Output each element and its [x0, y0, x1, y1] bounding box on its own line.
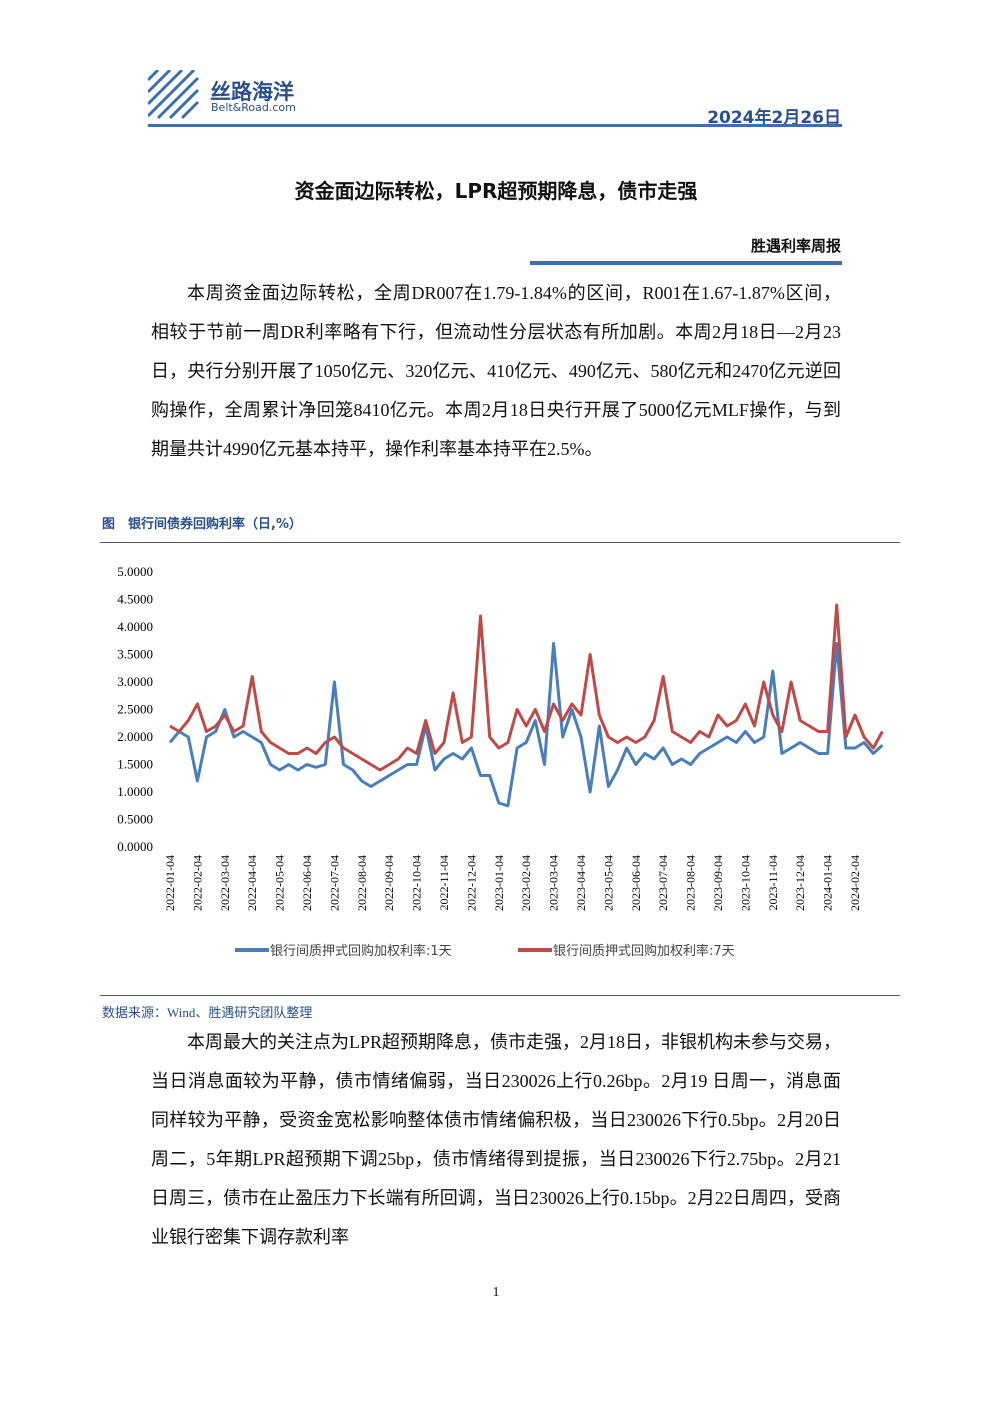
x-tick-label: 2022-06-04	[300, 855, 314, 911]
x-tick-label: 2022-03-04	[218, 855, 232, 911]
x-tick-label: 2023-10-04	[738, 855, 752, 911]
x-tick-label: 2022-08-04	[355, 855, 369, 911]
logo-name: 丝路海洋	[210, 80, 294, 104]
x-tick-label: 2022-05-04	[273, 855, 287, 911]
series-line	[168, 642, 884, 808]
y-tick-label: 5.0000	[117, 564, 153, 579]
legend-label: 银行间质押式回购加权利率:7天	[553, 943, 735, 959]
logo-icon	[148, 70, 200, 120]
x-tick-label: 2023-08-04	[684, 855, 698, 911]
y-tick-label: 0.0000	[117, 839, 153, 854]
figure-rule	[100, 542, 900, 543]
x-tick-label: 2022-02-04	[190, 855, 204, 911]
series-line	[169, 603, 884, 772]
x-tick-label: 2023-03-04	[547, 855, 561, 911]
x-tick-label: 2023-11-04	[766, 855, 780, 911]
source: 数据来源：Wind、胜遇研究团队整理	[102, 1005, 313, 1020]
x-tick-label: 2022-04-04	[245, 855, 259, 911]
y-tick-label: 2.0000	[117, 729, 153, 744]
figure-caption: 图 银行间债券回购利率（日,%）	[102, 517, 302, 532]
subtitle-rule	[530, 261, 842, 265]
logo-sub: Belt&Road.com	[211, 101, 296, 114]
figure-rule	[100, 995, 900, 996]
x-tick-label: 2022-10-04	[410, 855, 424, 911]
y-tick-label: 3.5000	[117, 647, 153, 662]
x-tick-label: 2022-12-04	[464, 855, 478, 911]
x-tick-label: 2024-02-04	[848, 855, 862, 911]
x-tick-label: 2023-05-04	[601, 855, 615, 911]
x-tick-label: 2023-06-04	[629, 855, 643, 911]
x-tick-label: 2022-01-04	[163, 855, 177, 911]
x-tick-label: 2023-02-04	[519, 855, 533, 911]
y-tick-label: 4.5000	[117, 592, 153, 607]
x-tick-label: 2022-09-04	[382, 855, 396, 911]
x-tick-label: 2022-07-04	[327, 855, 341, 911]
y-tick-label: 0.5000	[117, 812, 153, 827]
x-tick-label: 2023-09-04	[711, 855, 725, 911]
x-tick-label: 2023-07-04	[656, 855, 670, 911]
x-tick-label: 2023-01-04	[492, 855, 506, 911]
chart: 0.0000 0.5000 1.0000 1.5000 2.0000 2.5000 3.00…	[117, 564, 884, 959]
y-tick-label: 1.0000	[117, 784, 153, 799]
x-tick-label: 2023-12-04	[793, 855, 807, 911]
paragraph: 本周最大的关注点为LPR超预期降息，债市走强，2月18日，非银机构未参与交易，当…	[151, 1032, 842, 1247]
x-tick-label: 2023-04-04	[574, 855, 588, 911]
subtitle: 胜遇利率周报	[750, 237, 841, 255]
date: 2024年2月26日	[707, 108, 841, 128]
header-rule	[148, 124, 842, 127]
title: 资金面边际转松，LPR超预期降息，债市走强	[294, 179, 698, 203]
page-number: 1	[492, 1285, 500, 1300]
y-tick-label: 3.0000	[117, 674, 153, 689]
y-tick-label: 1.5000	[117, 757, 153, 772]
paragraph: 本周资金面边际转松，全周DR007在1.79-1.84%的区间，R001在1.6…	[151, 283, 841, 459]
legend-label: 银行间质押式回购加权利率:1天	[270, 943, 452, 959]
x-tick-label: 2024-01-04	[821, 855, 835, 911]
y-tick-label: 2.5000	[117, 702, 153, 717]
x-tick-label: 2022-11-04	[437, 855, 451, 911]
y-tick-label: 4.0000	[117, 619, 153, 634]
